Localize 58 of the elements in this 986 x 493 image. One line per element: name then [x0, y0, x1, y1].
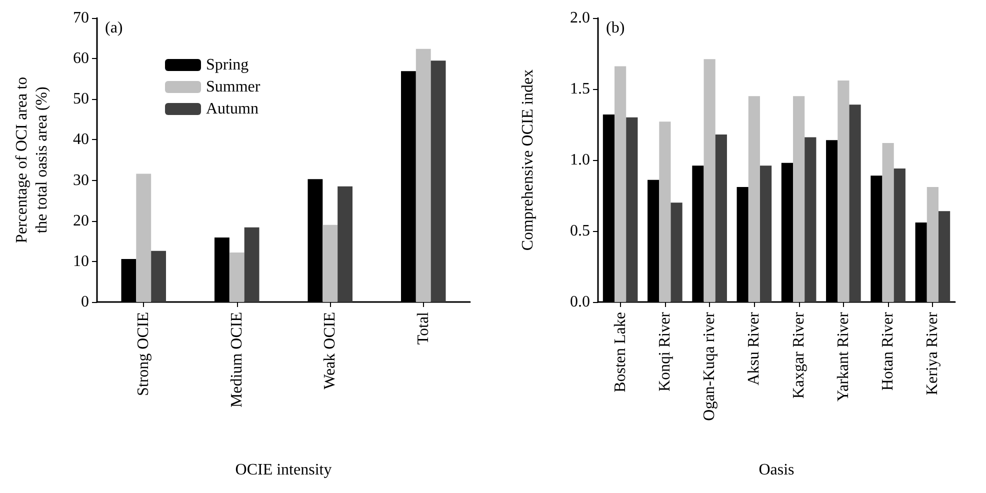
- legend-label: Summer: [206, 78, 261, 96]
- legend-label: Spring: [206, 56, 249, 74]
- bar: [882, 142, 894, 302]
- bar: [760, 166, 772, 302]
- bar: [614, 66, 626, 302]
- y-tick-label: 30: [73, 172, 89, 189]
- bar: [136, 174, 152, 302]
- bar: [322, 224, 338, 302]
- bar: [430, 60, 446, 302]
- bar: [804, 137, 816, 302]
- x-tick-label: Konqi River: [656, 311, 674, 392]
- bar: [151, 250, 166, 302]
- y-tick-label: 60: [73, 50, 89, 68]
- x-axis-title: OCIE intensity: [235, 462, 332, 478]
- bar: [670, 202, 682, 302]
- y-tick-label: 40: [73, 131, 89, 148]
- bar: [659, 122, 671, 302]
- x-tick-label: Aksu River: [746, 311, 763, 386]
- x-tick-label: Bosten Lake: [612, 312, 629, 392]
- y-tick-label: 10: [73, 252, 89, 270]
- x-tick-label: Total: [414, 311, 432, 345]
- y-tick-label: 2.0: [570, 10, 590, 26]
- x-tick-label: Yarkant River: [834, 311, 852, 402]
- bar: [626, 117, 638, 302]
- x-tick-label: Medium OCIE: [228, 312, 246, 408]
- bar: [938, 211, 950, 302]
- annotation: (b): [606, 20, 625, 36]
- x-tick-label: Hotan River: [880, 311, 897, 391]
- bar: [416, 48, 431, 302]
- bar: [715, 134, 727, 302]
- bar: [244, 227, 260, 302]
- bar: [793, 96, 805, 302]
- bar: [229, 252, 244, 302]
- annotation: (a): [105, 20, 123, 36]
- x-axis-title: Oasis: [758, 462, 794, 478]
- y-tick-label: 70: [73, 10, 89, 26]
- y-tick-label: 0.0: [570, 294, 590, 310]
- x-tick-label: Weak OCIE: [322, 312, 339, 390]
- bar: [838, 80, 850, 302]
- x-tick-label: Strong OCIE: [135, 312, 152, 396]
- y-tick-label: 1.0: [570, 152, 590, 168]
- y-axis-title: Comprehensive OCIE index: [520, 69, 536, 251]
- bar: [894, 168, 906, 302]
- bar: [704, 59, 716, 302]
- bar: [338, 186, 353, 302]
- y-tick-label: 1.5: [570, 80, 590, 98]
- x-tick-label: Kaxgar River: [790, 311, 808, 399]
- bar: [748, 96, 760, 302]
- x-tick-label: Keriya River: [924, 311, 942, 396]
- y-tick-label: 50: [73, 90, 89, 108]
- y-axis-title: Percentage of OCI area to the total oasis area (%): [14, 76, 50, 244]
- y-tick-label: 0.5: [570, 222, 590, 240]
- x-tick-label: Ogan-Kuqa river: [701, 311, 718, 421]
- bar: [849, 104, 861, 302]
- y-tick-label: 0: [81, 294, 89, 310]
- y-tick-label: 20: [73, 212, 89, 230]
- bar: [926, 186, 938, 302]
- legend-label: Autumn: [206, 100, 258, 118]
